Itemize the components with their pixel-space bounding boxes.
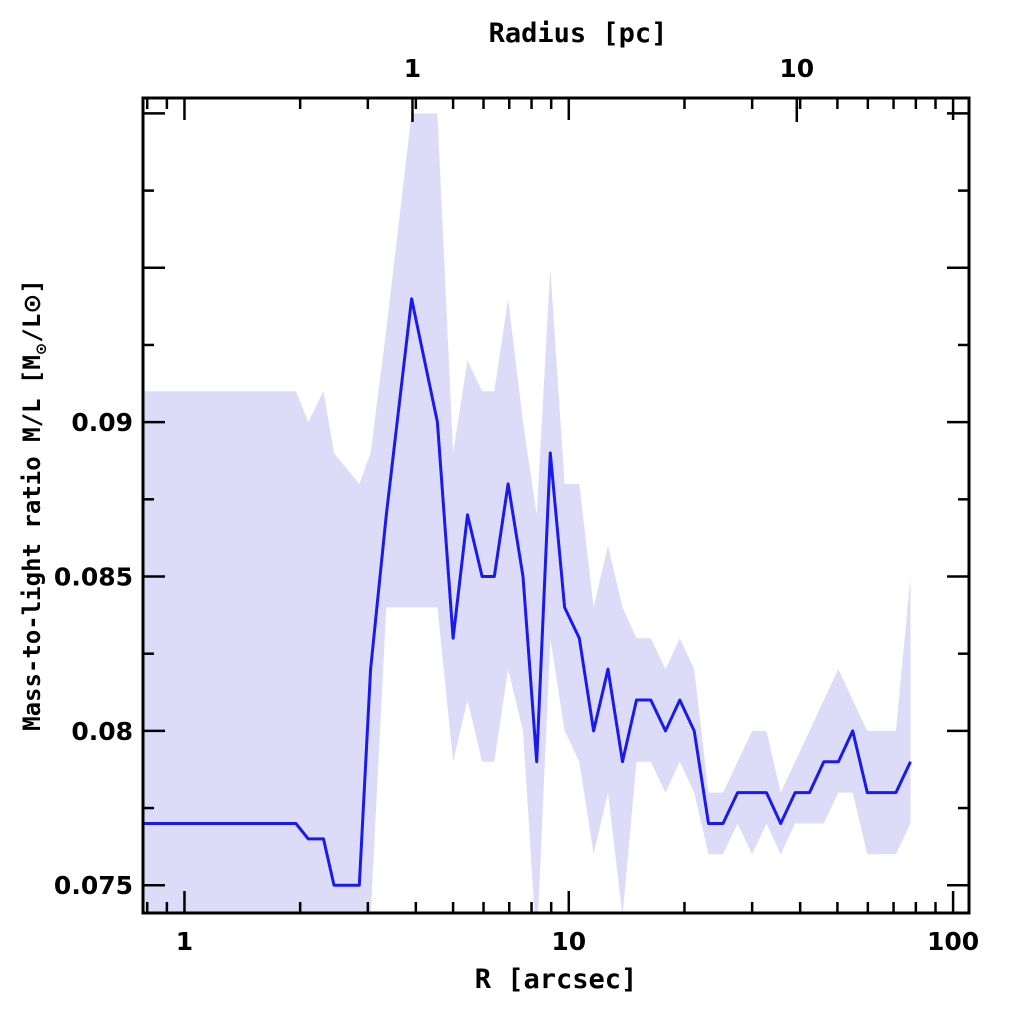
y-tick-label: 0.085 [54, 563, 133, 592]
x2-tick-label: 1 [404, 54, 421, 83]
uncertainty-band [143, 113, 911, 913]
x-axis-title: R [arcsec] [475, 964, 638, 995]
mass-to-light-line [143, 297, 912, 887]
plot-frame [141, 96, 971, 915]
x-tick-label: 10 [551, 927, 586, 956]
x2-tick-label: 10 [779, 54, 814, 83]
y-tick-label: 0.08 [71, 717, 133, 746]
y-axis-title: Mass-to-light ratio M/L [M⊙/L⊙] [18, 279, 50, 731]
x2-axis-title: Radius [pc] [489, 18, 668, 49]
y-tick-label: 0.075 [54, 871, 133, 900]
axis-ticks [143, 98, 969, 913]
y-tick-label: 0.09 [71, 408, 133, 437]
axis-tick-labels: 1 10 100 1 10 0.075 0.08 0.085 0.09 [54, 54, 979, 956]
x-tick-label: 1 [176, 927, 193, 956]
x-tick-label: 100 [927, 927, 979, 956]
